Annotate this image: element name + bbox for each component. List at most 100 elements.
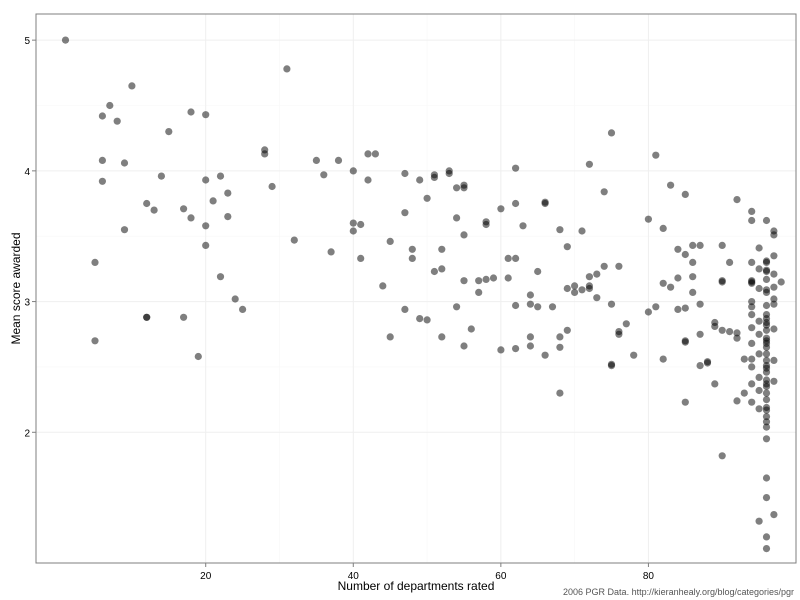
data-point	[91, 258, 99, 266]
data-point	[534, 303, 542, 311]
data-point	[497, 346, 505, 354]
grid-layer	[36, 14, 796, 563]
data-point	[430, 173, 438, 181]
data-point	[165, 128, 173, 136]
data-point	[674, 245, 682, 253]
data-point	[681, 338, 689, 346]
data-point	[770, 283, 778, 291]
data-point	[511, 164, 520, 172]
data-point	[526, 291, 535, 299]
plot-panel	[35, 13, 797, 564]
data-point	[386, 237, 394, 245]
data-point	[489, 274, 498, 282]
data-point	[762, 413, 771, 421]
x-tick-label: 80	[643, 571, 655, 582]
data-point	[526, 342, 535, 350]
data-point	[607, 362, 616, 370]
data-point	[762, 545, 771, 553]
data-point	[187, 214, 195, 222]
data-point	[659, 224, 667, 232]
data-point	[600, 262, 608, 270]
data-point	[711, 380, 719, 388]
data-point	[600, 188, 608, 196]
data-point	[371, 150, 379, 158]
data-point	[364, 150, 372, 158]
y-tick-label: 3	[24, 298, 30, 309]
data-point	[748, 398, 756, 406]
data-point	[748, 216, 756, 225]
data-point	[762, 267, 771, 276]
data-point	[202, 176, 210, 184]
data-point	[349, 227, 357, 235]
data-point	[667, 283, 675, 291]
data-point	[755, 350, 763, 358]
data-point	[460, 277, 468, 285]
data-point	[607, 300, 616, 308]
data-point	[453, 303, 461, 311]
data-point	[748, 207, 756, 215]
data-point	[770, 377, 778, 385]
data-point	[755, 265, 763, 273]
data-point	[689, 288, 697, 296]
data-point	[755, 330, 763, 338]
data-point	[556, 343, 564, 351]
data-point	[674, 274, 682, 282]
data-point	[762, 406, 771, 414]
data-point	[143, 313, 151, 321]
data-point	[762, 494, 771, 502]
data-point	[770, 231, 778, 239]
data-point	[482, 220, 490, 229]
data-point	[120, 226, 129, 234]
data-point	[770, 300, 778, 308]
data-point	[209, 197, 217, 205]
data-point	[703, 359, 712, 367]
data-point	[408, 254, 416, 262]
data-point	[239, 305, 247, 313]
data-point	[762, 474, 771, 482]
data-point	[438, 245, 446, 253]
data-point	[762, 356, 771, 364]
y-tick-label: 4	[24, 167, 30, 178]
x-tick-label: 60	[495, 571, 507, 582]
data-point	[689, 241, 697, 249]
data-point	[718, 278, 726, 286]
data-point	[128, 82, 136, 90]
data-point	[762, 216, 771, 225]
data-point	[718, 241, 726, 249]
data-point	[511, 254, 520, 262]
data-point	[202, 111, 210, 119]
data-point	[733, 329, 741, 337]
data-point	[644, 215, 653, 223]
data-point	[526, 333, 535, 341]
y-tick-label: 5	[24, 36, 30, 47]
data-point	[511, 345, 520, 353]
data-point	[762, 301, 771, 310]
data-point	[534, 267, 542, 276]
data-point	[681, 304, 689, 312]
data-point	[659, 355, 667, 363]
data-point	[423, 194, 431, 202]
data-point	[401, 209, 409, 217]
data-point	[630, 351, 638, 359]
data-point	[224, 189, 232, 197]
data-point	[453, 184, 461, 192]
data-point	[312, 156, 320, 164]
data-point	[718, 326, 726, 334]
data-point	[718, 452, 726, 460]
data-point	[726, 328, 734, 336]
data-point	[689, 258, 697, 266]
data-point	[563, 243, 571, 251]
data-point	[401, 169, 409, 178]
data-point	[98, 177, 106, 185]
chart-caption: 2006 PGR Data. http://kieranhealy.org/bl…	[563, 587, 794, 597]
data-point	[762, 382, 771, 391]
data-point	[120, 159, 129, 167]
data-point	[187, 108, 195, 116]
data-point	[511, 199, 520, 208]
data-point	[762, 368, 771, 376]
data-point	[526, 300, 535, 308]
data-point	[453, 214, 461, 222]
data-point	[106, 101, 114, 110]
data-point	[578, 227, 586, 235]
data-point	[733, 334, 741, 342]
